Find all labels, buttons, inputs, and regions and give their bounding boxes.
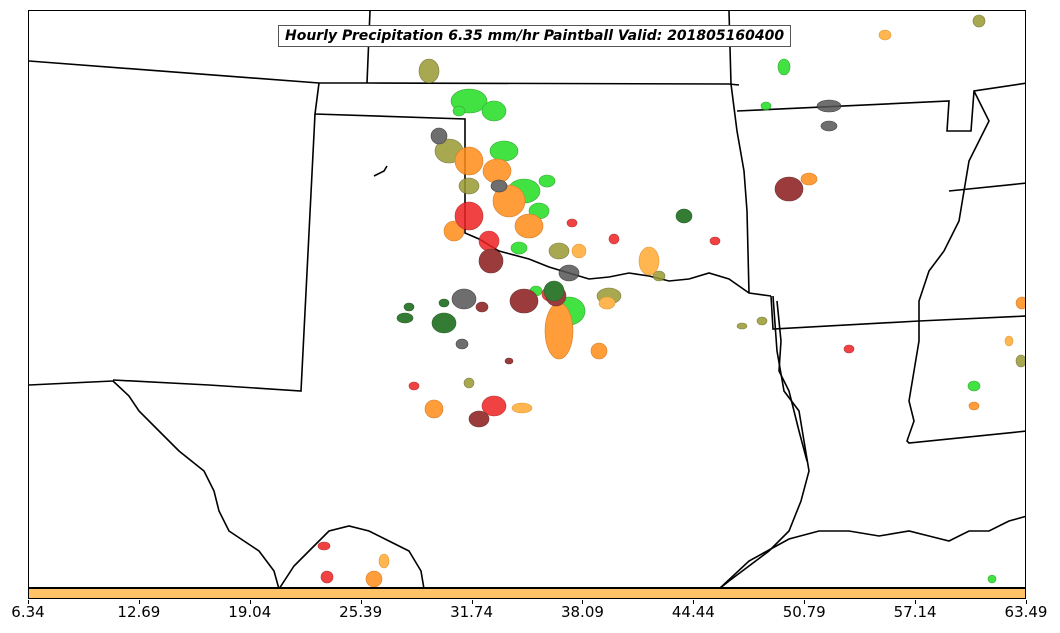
colorbar-tick-label: 44.44 <box>671 603 715 621</box>
colorbar-ticks: 6.34 12.69 19.04 25.39 31.74 38.09 44.44 50.79 5… <box>0 600 1060 630</box>
colorbar <box>28 588 1026 599</box>
colorbar-tick-label: 31.74 <box>450 603 494 621</box>
colorbar-tick-label: 63.49 <box>1004 603 1048 621</box>
colorbar-tick-label: 57.14 <box>893 603 937 621</box>
colorbar-tick-mark <box>360 600 362 604</box>
colorbar-tick-mark <box>693 600 695 604</box>
state-borders <box>29 11 1025 587</box>
colorbar-tick-mark <box>28 600 29 604</box>
colorbar-tick-label: 19.04 <box>228 603 272 621</box>
colorbar-tick-mark <box>138 600 140 604</box>
precipitation-map <box>29 11 1025 587</box>
colorbar-tick-label: 38.09 <box>560 603 604 621</box>
colorbar-tick-mark <box>1026 600 1027 604</box>
colorbar-tick-mark <box>582 600 584 604</box>
colorbar-tick-label: 50.79 <box>782 603 826 621</box>
colorbar-tick-mark <box>249 600 251 604</box>
colorbar-tick-label: 6.34 <box>11 603 45 621</box>
colorbar-tick-mark <box>915 600 917 604</box>
precip-blobs <box>317 14 1025 587</box>
map-panel: Hourly Precipitation 6.35 mm/hr Paintbal… <box>28 10 1026 588</box>
colorbar-tick-label: 25.39 <box>339 603 383 621</box>
map-title: Hourly Precipitation 6.35 mm/hr Paintbal… <box>278 25 792 47</box>
colorbar-tick-mark <box>471 600 473 604</box>
colorbar-tick-mark <box>804 600 806 604</box>
colorbar-tick-label: 12.69 <box>117 603 161 621</box>
